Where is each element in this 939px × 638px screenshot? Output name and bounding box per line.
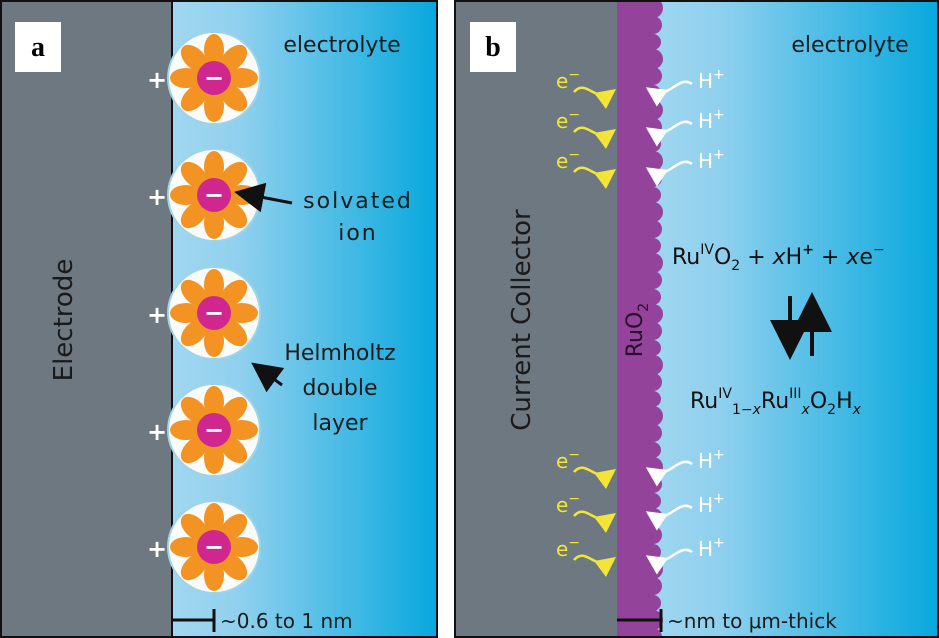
text: + [713, 491, 725, 507]
ruo2-bump [644, 424, 662, 442]
ruo2-bump [645, 289, 661, 305]
text: H [698, 69, 713, 93]
text: + [740, 245, 772, 270]
text: H [698, 109, 713, 133]
text: e [556, 109, 568, 133]
electrode-label: Electrode [49, 259, 79, 382]
ruo2-bump [644, 67, 662, 85]
electrode-charge: + [147, 535, 167, 563]
solvated-label: solvated [303, 189, 413, 214]
helmholtz-label: Helmholtz [284, 341, 395, 366]
ruo2-bump [644, 373, 662, 391]
ion-charge: − [204, 533, 224, 561]
panel-b: e−e−e−e−e−e−H+H+H+H+H+H+ b electrolyte C… [455, 0, 938, 638]
helmholtz-label: layer [312, 411, 368, 436]
text: e [556, 449, 568, 473]
ruo2-bump [644, 220, 662, 238]
text: e [556, 149, 568, 173]
ruo2-bump [645, 238, 661, 254]
text: 2 [636, 303, 652, 312]
text: − [873, 242, 885, 258]
text: IV [718, 386, 732, 402]
ruo2-bump [644, 526, 662, 544]
text: RuO [623, 312, 648, 358]
text: H [698, 149, 713, 173]
text: x [772, 245, 787, 270]
text: 2 [827, 402, 836, 418]
text: Ru [761, 389, 789, 414]
text: H [836, 389, 853, 414]
ruo2-bump [643, 253, 663, 273]
text: H [698, 537, 713, 561]
scale-label: ~0.6 to 1 nm [220, 609, 353, 633]
text: Ru [672, 245, 700, 270]
ruo2-bump [644, 475, 662, 493]
electrode-charge: + [147, 66, 167, 94]
ruo2-bump [645, 595, 661, 611]
ruo2-bump [644, 271, 662, 289]
text: e [859, 245, 873, 270]
text: + [802, 242, 814, 258]
text: H [698, 493, 713, 517]
text: H [786, 245, 803, 270]
text: O [714, 245, 731, 270]
text: III [789, 386, 801, 402]
text: 1− [732, 402, 753, 418]
ruo2-bump [643, 100, 663, 120]
ion-charge: − [204, 64, 224, 92]
text: − [568, 491, 580, 507]
text: e [556, 493, 568, 517]
text: + [814, 245, 846, 270]
electrolyte-label: electrolyte [791, 33, 908, 58]
collector-label: Current Collector [507, 209, 537, 431]
ruo2-bump [645, 442, 661, 458]
panel-label: a [31, 32, 45, 63]
electrode-charge: + [147, 418, 167, 446]
figure: − + − + − + − + − + a electrolyte Electrode solva… [0, 0, 939, 638]
text: − [568, 147, 580, 163]
solvated-label: ion [338, 221, 378, 246]
panel-label: b [485, 32, 501, 63]
ruo2-bump [643, 151, 663, 171]
panel-a: − + − + − + − + − + a electrolyte Electrode solva… [1, 1, 437, 637]
ruo2-bump [645, 544, 661, 560]
ruo2-bump [643, 202, 663, 222]
ruo2-bump [644, 16, 662, 34]
ruo2-bump [645, 136, 661, 152]
electrode-charge: + [147, 183, 167, 211]
text: IV [700, 242, 714, 258]
text: − [568, 447, 580, 463]
ion-charge: − [204, 416, 224, 444]
ruo2-bump [643, 406, 663, 426]
ruo2-bump [645, 391, 661, 407]
ion-charge: − [204, 299, 224, 327]
text: + [713, 67, 725, 83]
electrode-charge: + [147, 301, 167, 329]
electrolyte-label: electrolyte [283, 33, 400, 58]
text: + [713, 107, 725, 123]
ruo2-bump [644, 577, 662, 595]
text: − [568, 107, 580, 123]
text: − [568, 67, 580, 83]
ruo2-bump [645, 493, 661, 509]
text: e [556, 537, 568, 561]
text: + [713, 447, 725, 463]
text: O [810, 389, 827, 414]
text: e [556, 69, 568, 93]
text: H [698, 449, 713, 473]
ruo2-bump [645, 187, 661, 203]
text: x [852, 402, 862, 418]
helmholtz-label: double [303, 376, 378, 401]
text: Ru [690, 389, 718, 414]
text: − [568, 535, 580, 551]
ion-charge: − [204, 181, 224, 209]
text: + [713, 147, 725, 163]
text: x [845, 245, 860, 270]
scale-label: ~nm to μm-thick [667, 609, 837, 633]
text: + [713, 535, 725, 551]
product-equation: RuIV1−xRuIIIxO2Hx [690, 386, 862, 418]
ruo2-bump [643, 49, 663, 69]
ruo2-bump [645, 34, 661, 50]
text: 2 [731, 258, 740, 274]
